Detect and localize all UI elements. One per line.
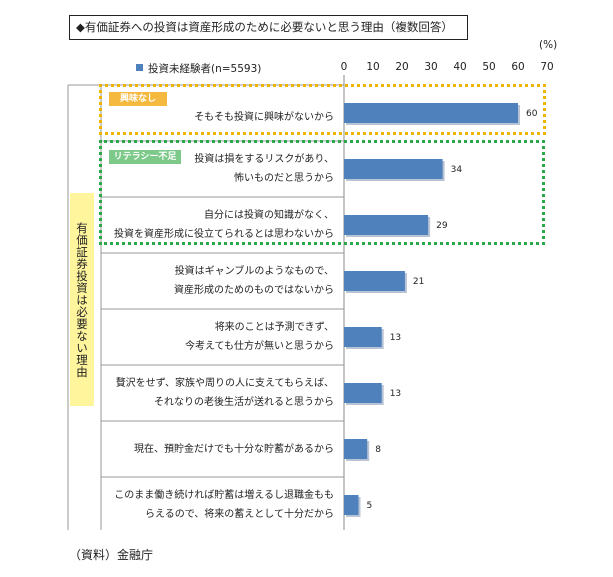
category-label: 現在、預貯金だけでも十分な貯蓄があるから (102, 440, 334, 459)
category-label-line: それなりの老後生活が送れると思うから (154, 397, 334, 408)
x-tick-label: 10 (366, 61, 380, 73)
literacy-highlight-box (99, 140, 545, 245)
category-label: 贅沢をせず、家族や周りの人に支えてもらえば、それなりの老後生活が送れると思うから (102, 374, 334, 412)
interest-badge: 興味なし (109, 92, 167, 106)
legend: 投資未経験者(n=5593) (136, 61, 261, 76)
x-tick-label: 0 (340, 61, 348, 73)
category-label: 投資は損をするリスクがあり、怖いものだと思うから (102, 150, 334, 188)
category-label-line: 贅沢をせず、家族や周りの人に支えてもらえば、 (115, 378, 334, 389)
bar (344, 103, 518, 123)
bar-value-label: 29 (436, 221, 448, 231)
interest-highlight-box (99, 84, 546, 135)
category-label-line: 怖いものだと思うから (234, 173, 334, 184)
bar-value-label: 34 (451, 165, 463, 175)
x-tick-label: 30 (424, 61, 438, 73)
bar (344, 271, 405, 291)
category-label: そもそも投資に興味がないから (102, 108, 334, 127)
bar (344, 495, 359, 515)
x-tick-label: 60 (511, 61, 525, 73)
side-label: 有価証券投資は必要ない理由 (70, 193, 94, 406)
bar (344, 159, 443, 179)
x-tick-label: 20 (395, 61, 409, 73)
source-note: （資料）金融庁 (69, 548, 154, 562)
category-label-line: 現在、預貯金だけでも十分な貯蓄があるから (134, 443, 334, 455)
category-label-line: 自分には投資の知識がなく、 (204, 210, 334, 221)
bar-value-label: 8 (375, 445, 381, 455)
bar-value-label: 60 (526, 109, 538, 119)
unit-label: (%) (539, 39, 558, 51)
legend-label: 投資未経験者(n=5593) (148, 63, 262, 75)
bar (344, 215, 429, 235)
category-label-line: 資産形成のためのものではないから (174, 285, 334, 296)
category-label-line: 投資は損をするリスクがあり、 (194, 154, 334, 165)
bar-value-label: 13 (390, 389, 401, 399)
bar (344, 383, 382, 403)
category-label: このまま働き続ければ貯蓄は増えるし退職金ももらえるので、将来の蓄えとして十分だか… (102, 486, 334, 524)
x-tick-label: 40 (453, 61, 467, 73)
legend-swatch (136, 64, 143, 71)
category-label: 投資はギャンブルのようなもので、 資産形成のためのものではないから (102, 262, 334, 300)
category-label-line: 今考えても仕方が無いと思うから (185, 341, 334, 352)
bar-value-label: 13 (390, 333, 401, 343)
literacy-badge: リテラシー不足 (109, 150, 181, 164)
category-label-line: 投資はギャンブルのようなもので、 (174, 266, 334, 277)
category-label-line: このまま働き続ければ貯蓄は増えるし退職金もも (114, 490, 334, 501)
bar (344, 327, 382, 347)
x-tick-label: 70 (540, 61, 554, 73)
category-label-line: らえるので、将来の蓄えとして十分だから (145, 509, 334, 520)
bar-value-label: 5 (367, 501, 373, 511)
x-tick-label: 50 (482, 61, 496, 73)
category-label: 自分には投資の知識がなく、投資を資産形成に役立てられるとは思わないから (102, 206, 334, 244)
category-label-line: 投資を資産形成に役立てられるとは思わないから (114, 229, 334, 240)
category-label-line: 将来のことは予測できず、 (214, 322, 334, 333)
category-label-line: そもそも投資に興味がないから (194, 111, 334, 123)
chart-title: ◆有価証券への投資は資産形成のために必要ないと思う理由（複数回答） (69, 15, 468, 40)
bar (344, 439, 368, 459)
bar-value-label: 21 (413, 277, 424, 287)
category-label: 将来のことは予測できず、今考えても仕方が無いと思うから (102, 318, 334, 356)
